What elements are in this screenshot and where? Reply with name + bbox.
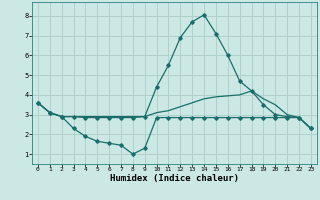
X-axis label: Humidex (Indice chaleur): Humidex (Indice chaleur) — [110, 174, 239, 183]
